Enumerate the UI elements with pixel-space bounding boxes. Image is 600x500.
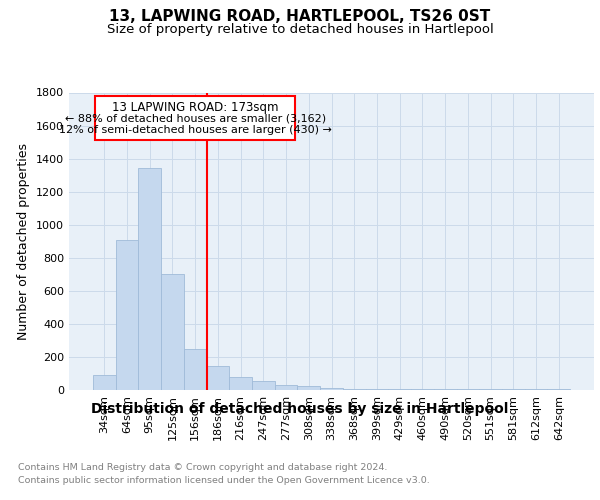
- Bar: [116, 240, 139, 390]
- Text: 12% of semi-detached houses are larger (430) →: 12% of semi-detached houses are larger (…: [59, 124, 332, 134]
- Text: 13, LAPWING ROAD, HARTLEPOOL, TS26 0ST: 13, LAPWING ROAD, HARTLEPOOL, TS26 0ST: [109, 9, 491, 24]
- Bar: [184, 348, 206, 390]
- Bar: [252, 381, 275, 390]
- Bar: [388, 389, 411, 390]
- Text: Contains HM Land Registry data © Crown copyright and database right 2024.: Contains HM Land Registry data © Crown c…: [18, 462, 388, 471]
- Bar: [161, 274, 184, 390]
- Bar: [298, 386, 320, 390]
- Bar: [434, 389, 457, 390]
- FancyBboxPatch shape: [95, 96, 295, 140]
- Bar: [139, 168, 161, 390]
- Bar: [479, 389, 502, 390]
- Bar: [320, 388, 343, 390]
- Bar: [547, 389, 570, 390]
- Bar: [93, 375, 116, 390]
- Bar: [229, 377, 252, 390]
- Text: Distribution of detached houses by size in Hartlepool: Distribution of detached houses by size …: [91, 402, 509, 416]
- Bar: [206, 366, 229, 390]
- Bar: [457, 389, 479, 390]
- Bar: [343, 389, 365, 390]
- Text: Size of property relative to detached houses in Hartlepool: Size of property relative to detached ho…: [107, 22, 493, 36]
- Text: Contains public sector information licensed under the Open Government Licence v3: Contains public sector information licen…: [18, 476, 430, 485]
- Bar: [411, 389, 434, 390]
- Bar: [365, 389, 388, 390]
- Bar: [524, 389, 547, 390]
- Text: 13 LAPWING ROAD: 173sqm: 13 LAPWING ROAD: 173sqm: [112, 101, 278, 114]
- Y-axis label: Number of detached properties: Number of detached properties: [17, 143, 31, 340]
- Text: ← 88% of detached houses are smaller (3,162): ← 88% of detached houses are smaller (3,…: [65, 113, 326, 123]
- Bar: [275, 385, 298, 390]
- Bar: [502, 389, 524, 390]
